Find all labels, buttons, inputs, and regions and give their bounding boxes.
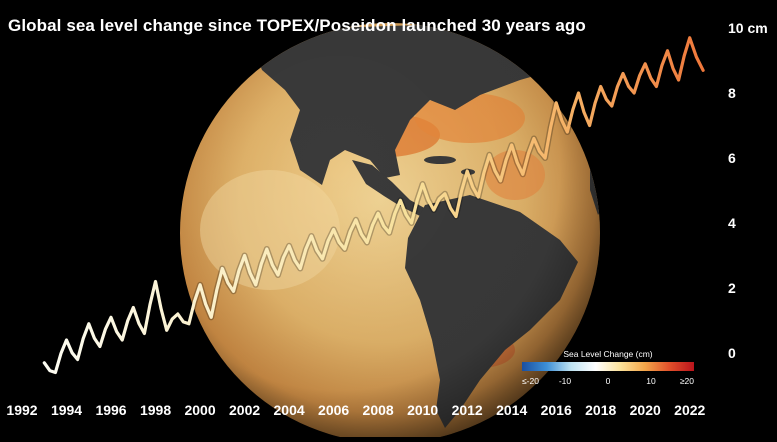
colorbar-tick-label: ≥20 (680, 376, 694, 386)
globe-background (180, 23, 600, 442)
y-axis: 0 2 4 6 8 10 cm (728, 20, 768, 361)
x-tick-label: 2004 (274, 402, 305, 418)
chart-title: Global sea level change since TOPEX/Pose… (8, 16, 586, 35)
colorbar-tick-label: ≤-20 (522, 376, 539, 386)
y-tick-label: 6 (728, 150, 736, 166)
x-tick-label: 2010 (407, 402, 438, 418)
y-tick-label: 2 (728, 280, 736, 296)
x-tick-label: 1996 (95, 402, 126, 418)
colorbar-label: Sea Level Change (cm) (563, 349, 652, 359)
colorbar-tick-label: 10 (646, 376, 656, 386)
x-tick-label: 1994 (51, 402, 82, 418)
y-tick-label: 8 (728, 85, 736, 101)
series-line (42, 36, 705, 375)
colorbar-tick-label: -10 (559, 376, 572, 386)
x-tick-label: 2006 (318, 402, 349, 418)
x-tick-label: 1992 (6, 402, 37, 418)
x-tick-label: 2002 (229, 402, 260, 418)
x-axis: 1992 1994 1996 1998 2000 2002 2004 2006 2008 2010… (6, 402, 705, 418)
y-tick-label: 0 (728, 345, 736, 361)
series-layer (41, 34, 706, 376)
x-tick-label: 2020 (630, 402, 661, 418)
x-tick-label: 2016 (541, 402, 572, 418)
x-tick-label: 2022 (674, 402, 705, 418)
x-tick-label: 2018 (585, 402, 616, 418)
x-tick-label: 2000 (184, 402, 215, 418)
x-tick-label: 1998 (140, 402, 171, 418)
colorbar-legend: Sea Level Change (cm) ≤-20 -10 0 10 ≥20 (522, 349, 694, 386)
x-tick-label: 2014 (496, 402, 527, 418)
y-tick-label: 10 cm (728, 20, 768, 36)
colorbar-gradient (522, 362, 694, 371)
colorbar-tick-label: 0 (606, 376, 611, 386)
y-tick-label: 4 (728, 215, 736, 231)
x-tick-label: 2008 (363, 402, 394, 418)
x-tick-label: 2012 (452, 402, 483, 418)
